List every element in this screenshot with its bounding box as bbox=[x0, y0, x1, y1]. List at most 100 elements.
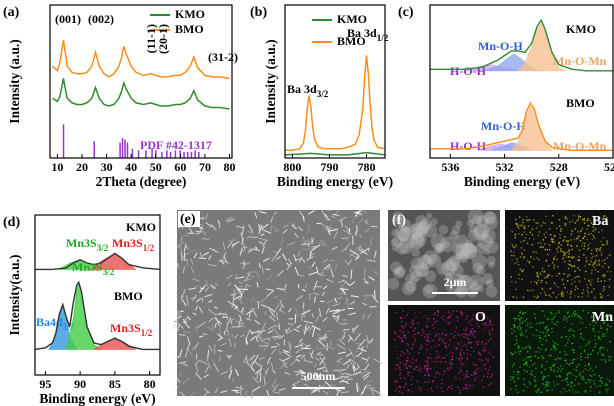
map-dot bbox=[559, 219, 560, 220]
map-dot bbox=[542, 383, 543, 384]
map-dot bbox=[580, 321, 581, 322]
y-axis-label: Intensity (a.u.) bbox=[7, 39, 22, 123]
sem-blob bbox=[459, 250, 469, 260]
map-dot bbox=[545, 350, 546, 351]
map-dot bbox=[590, 260, 591, 261]
map-dot bbox=[544, 316, 545, 317]
map-dot bbox=[530, 348, 531, 349]
map-dot bbox=[511, 255, 512, 256]
map-dot bbox=[518, 346, 519, 347]
map-dot bbox=[578, 217, 579, 218]
map-dot bbox=[580, 374, 581, 375]
map-dot bbox=[524, 384, 525, 385]
map-dot bbox=[536, 323, 537, 324]
map-dot bbox=[595, 269, 596, 270]
map-dot bbox=[557, 357, 558, 358]
map-dot bbox=[433, 328, 434, 329]
map-dot bbox=[518, 315, 519, 316]
map-dot bbox=[558, 273, 559, 274]
map-dot bbox=[551, 321, 552, 322]
map-dot bbox=[518, 233, 519, 234]
map-dot bbox=[526, 361, 527, 362]
map-dot bbox=[571, 279, 572, 280]
map-dot bbox=[414, 368, 415, 369]
map-dot bbox=[581, 378, 582, 379]
map-dot bbox=[563, 319, 564, 320]
map-dot bbox=[470, 332, 471, 333]
map-dot bbox=[571, 266, 572, 267]
map-dot bbox=[524, 256, 525, 257]
map-dot bbox=[582, 228, 583, 229]
map-dot bbox=[476, 341, 477, 342]
map-dot bbox=[594, 297, 595, 298]
map-dot bbox=[413, 336, 414, 337]
map-dot bbox=[535, 356, 536, 357]
map-dot bbox=[517, 261, 518, 262]
map-dot bbox=[546, 332, 547, 333]
map-dot bbox=[466, 334, 467, 335]
map-dot bbox=[600, 347, 601, 348]
map-dot bbox=[556, 297, 557, 298]
map-dot bbox=[413, 324, 414, 325]
map-dot bbox=[510, 376, 511, 377]
map-dot bbox=[523, 334, 524, 335]
map-dot bbox=[549, 355, 550, 356]
map-dot bbox=[472, 318, 473, 319]
map-dot bbox=[586, 239, 587, 240]
map-dot bbox=[571, 230, 572, 231]
map-dot bbox=[418, 352, 419, 353]
map-dot bbox=[557, 321, 558, 322]
map-dot bbox=[533, 259, 534, 260]
map-dot bbox=[577, 267, 578, 268]
map-dot bbox=[515, 219, 516, 220]
map-dot bbox=[531, 356, 532, 357]
map-dot bbox=[587, 343, 588, 344]
map-dot bbox=[607, 328, 608, 329]
map-dot bbox=[598, 260, 599, 261]
map-dot bbox=[448, 387, 449, 388]
map-dot bbox=[577, 236, 578, 237]
sem-blob bbox=[424, 285, 433, 294]
map-dot bbox=[523, 378, 524, 379]
map-dot bbox=[572, 220, 573, 221]
map-dot bbox=[525, 358, 526, 359]
map-dot bbox=[588, 280, 589, 281]
map-dot bbox=[590, 284, 591, 285]
legend-label: KMO bbox=[175, 7, 205, 21]
map-dot bbox=[401, 325, 402, 326]
sem-flake bbox=[338, 293, 344, 294]
map-dot bbox=[534, 363, 535, 364]
map-dot bbox=[412, 358, 413, 359]
map-dot bbox=[551, 275, 552, 276]
map-dot bbox=[428, 381, 429, 382]
map-dot bbox=[609, 286, 610, 287]
map-dot bbox=[596, 386, 597, 387]
map-dot bbox=[556, 228, 557, 229]
map-dot bbox=[530, 256, 531, 257]
map-dot bbox=[490, 321, 491, 322]
map-dot bbox=[554, 350, 555, 351]
map-dot bbox=[599, 385, 600, 386]
map-dot bbox=[451, 385, 452, 386]
map-dot bbox=[554, 369, 555, 370]
map-dot bbox=[445, 345, 446, 346]
map-dot bbox=[523, 312, 524, 313]
map-dot bbox=[580, 216, 581, 217]
component-label: Mn3S3/2 bbox=[66, 236, 109, 253]
map-dot bbox=[451, 314, 452, 315]
map-dot bbox=[543, 272, 544, 273]
map-dot bbox=[519, 353, 520, 354]
map-dot bbox=[406, 323, 407, 324]
map-dot bbox=[535, 391, 536, 392]
map-dot bbox=[407, 351, 408, 352]
map-dot bbox=[513, 324, 514, 325]
sem-blob bbox=[402, 282, 416, 296]
map-dot bbox=[570, 363, 571, 364]
map-dot bbox=[488, 340, 489, 341]
map-dot bbox=[530, 383, 531, 384]
map-dot bbox=[435, 373, 436, 374]
map-dot bbox=[567, 263, 568, 264]
map-dot bbox=[593, 266, 594, 267]
x-tick-label: 30 bbox=[101, 160, 113, 174]
map-dot bbox=[603, 244, 604, 245]
